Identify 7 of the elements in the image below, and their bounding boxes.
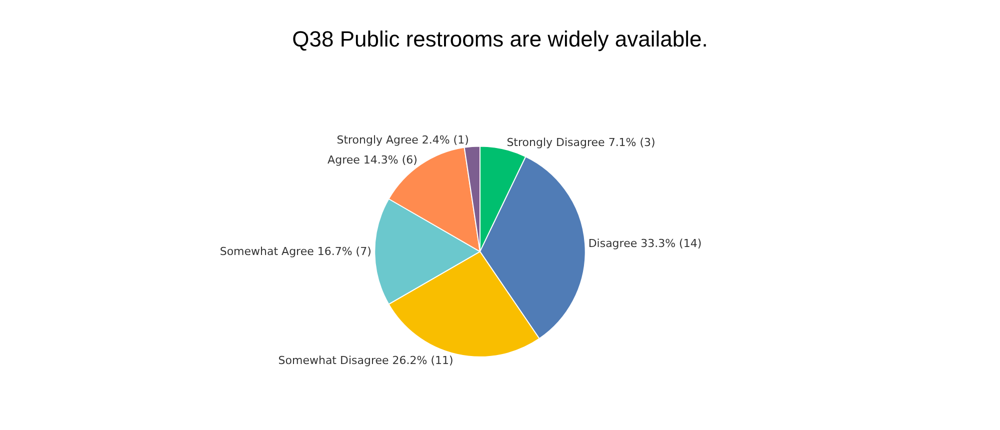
slice-label: Disagree 33.3% (14): [588, 237, 702, 250]
chart-title: Q38 Public restrooms are widely available.: [292, 26, 708, 52]
slice-label: Somewhat Agree 16.7% (7): [220, 245, 372, 258]
slice-label: Agree 14.3% (6): [328, 154, 418, 167]
slice-label: Somewhat Disagree 26.2% (11): [278, 354, 454, 367]
slice-label: Strongly Disagree 7.1% (3): [506, 136, 656, 150]
slice-label: Strongly Agree 2.4% (1): [336, 134, 469, 147]
